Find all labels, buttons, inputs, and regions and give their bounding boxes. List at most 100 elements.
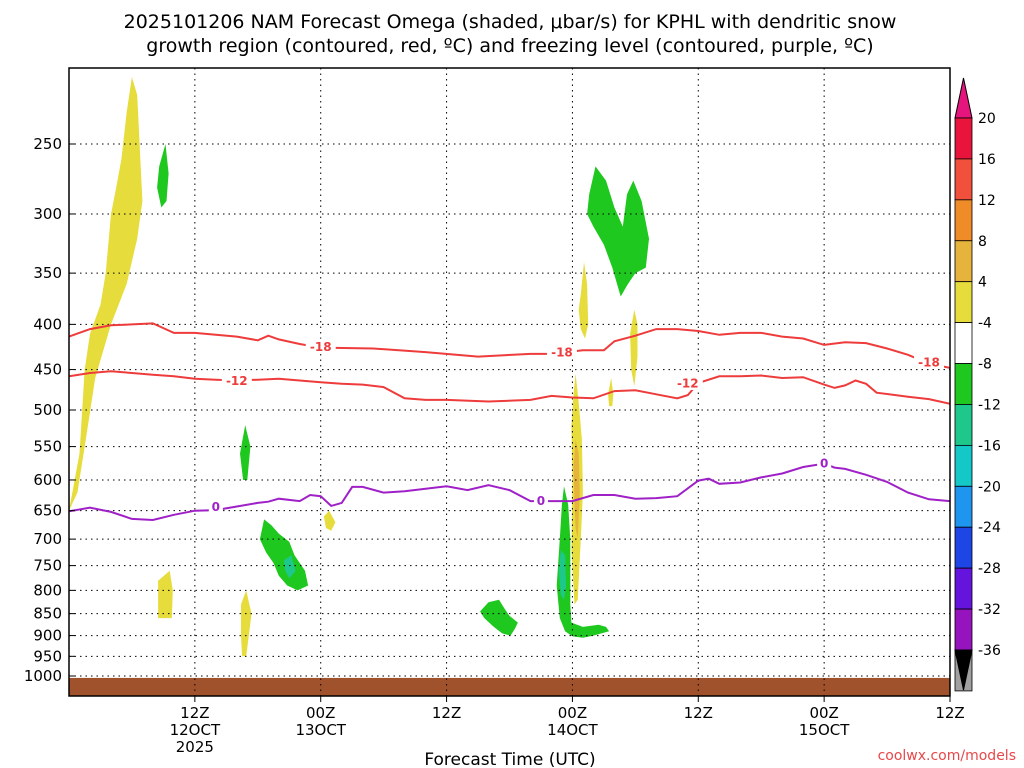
grid-lines xyxy=(69,68,950,696)
omega-region-16 xyxy=(630,309,638,387)
x-tick-label-18-2: 12OCT xyxy=(170,721,221,739)
x-axis-label: Forecast Time (UTC) xyxy=(424,750,595,768)
plot-frame xyxy=(68,67,951,697)
y-tick-label-850: 850 xyxy=(33,605,62,623)
credit-text: coolwx.com/models xyxy=(878,748,1016,764)
contour-label-bg-2-1 xyxy=(533,492,548,508)
x-tick-label-78-2: 15OCT xyxy=(799,721,850,739)
contour-label-bg-0-2 xyxy=(914,353,945,369)
x-tick-label-54-1: 00Z xyxy=(558,704,587,722)
x-tick-label-18-3: 2025 xyxy=(176,738,214,756)
colorbar-bin-7 xyxy=(954,404,973,446)
omega-shading xyxy=(69,77,649,657)
colorbar-label-4: 4 xyxy=(978,275,987,291)
colorbar-bin-6 xyxy=(954,363,973,405)
omega-region-14 xyxy=(587,166,649,297)
x-tick-label-90-1: 12Z xyxy=(935,704,964,722)
y-tick-label-900: 900 xyxy=(33,627,62,645)
colorbar-label-13: -36 xyxy=(978,643,1001,659)
y-tick-label-750: 750 xyxy=(33,557,62,575)
contour-label-bg-2-2 xyxy=(817,454,832,470)
colorbar-label-2: 12 xyxy=(978,193,996,209)
contour-label-0-1: -18 xyxy=(551,346,573,360)
omega-region-10 xyxy=(558,549,567,600)
omega-region-1 xyxy=(157,144,169,208)
ground-fill xyxy=(69,677,950,696)
colorbar-bin-2 xyxy=(954,199,973,242)
y-tick-label-400: 400 xyxy=(33,315,62,333)
colorbar-top-arrow xyxy=(954,77,973,119)
colorbar-bin-12 xyxy=(954,608,973,651)
colorbar-label-10: -24 xyxy=(978,520,1001,536)
colorbar-bin-4 xyxy=(954,281,973,324)
ground-surface xyxy=(69,677,950,696)
contour-label-0-0: -18 xyxy=(310,340,332,354)
colorbar-bottom-arrow xyxy=(954,649,973,691)
y-tick-label-350: 350 xyxy=(33,264,62,282)
y-tick-label-950: 950 xyxy=(33,647,62,665)
y-tick-label-650: 650 xyxy=(33,502,62,520)
y-tick-label-450: 450 xyxy=(33,361,62,379)
y-tick-label-700: 700 xyxy=(33,530,62,548)
contour-label-bg-0-0 xyxy=(305,338,336,354)
colorbar-label-11: -28 xyxy=(978,561,1001,577)
contour-line-0 xyxy=(69,322,950,369)
x-tick-label-54-2: 14OCT xyxy=(547,721,598,739)
chart-title-line2: growth region (contoured, red, ºC) and f… xyxy=(146,35,873,57)
y-tick-label-500: 500 xyxy=(33,401,62,419)
contour-label-2-0: 0 xyxy=(212,500,220,514)
colorbar: 20 16 12 8 4 -4 -8 -12 -16 -20 -24 -28 -32 -36 xyxy=(954,77,1001,692)
y-tick-label-1000: 1000 xyxy=(24,667,62,685)
colorbar-label-5: -4 xyxy=(978,316,992,332)
colorbar-label-7: -12 xyxy=(978,397,1001,413)
omega-region-2 xyxy=(158,570,173,619)
contour-label-2-2: 0 xyxy=(820,456,828,470)
colorbar-bin-0 xyxy=(954,117,973,160)
omega-region-12 xyxy=(573,439,580,540)
omega-region-7 xyxy=(323,510,336,531)
omega-region-6 xyxy=(284,555,296,579)
colorbar-bin-5 xyxy=(954,322,973,364)
contour-label-1-0: -12 xyxy=(226,374,248,388)
colorbar-label-1: 16 xyxy=(978,152,996,168)
y-tick-label-800: 800 xyxy=(33,581,62,599)
colorbar-bin-1 xyxy=(954,158,973,201)
omega-region-4 xyxy=(240,425,251,480)
colorbar-label-8: -16 xyxy=(978,438,1001,454)
omega-region-0 xyxy=(69,77,143,511)
chart-title-line1: 2025101206 NAM Forecast Omega (shaded, μ… xyxy=(124,11,897,33)
colorbar-bin-9 xyxy=(954,485,973,528)
x-tick-label-18-1: 12Z xyxy=(180,704,209,722)
x-tick-label-30-1: 00Z xyxy=(306,704,335,722)
omega-region-13 xyxy=(578,262,589,339)
contour-line-1 xyxy=(69,370,950,405)
y-tick-label-550: 550 xyxy=(33,438,62,456)
contour-label-bg-0-1 xyxy=(546,344,577,360)
colorbar-label-6: -8 xyxy=(978,357,992,373)
x-tick-label-78-1: 00Z xyxy=(809,704,838,722)
x-tick-label-66-1: 12Z xyxy=(684,704,713,722)
colorbar-label-0: 20 xyxy=(978,111,996,127)
colorbar-bin-8 xyxy=(954,444,973,487)
y-tick-label-300: 300 xyxy=(33,205,62,223)
contour-label-bg-1-1 xyxy=(672,374,703,390)
colorbar-bin-3 xyxy=(954,240,973,283)
contour-line-2 xyxy=(69,462,950,522)
colorbar-label-9: -20 xyxy=(978,479,1001,495)
contour-label-bg-2-0 xyxy=(208,498,223,514)
contour-label-1-1: -12 xyxy=(677,376,699,390)
y-tick-label-600: 600 xyxy=(33,471,62,489)
contour-label-2-1: 0 xyxy=(537,494,545,508)
contour-lines: -18 -18 -18 -12 -12 0 0 0 xyxy=(69,322,950,522)
colorbar-label-12: -32 xyxy=(978,602,1001,618)
omega-region-5 xyxy=(259,519,309,591)
contour-label-bg-1-0 xyxy=(221,372,252,388)
colorbar-bin-10 xyxy=(954,526,973,569)
y-axis: 250 300 350 400 450 500 550 600 650 700 750 800 850 9… xyxy=(24,135,75,685)
x-tick-label-30-2: 13OCT xyxy=(295,721,346,739)
omega-region-3 xyxy=(241,590,252,657)
omega-region-8 xyxy=(480,599,518,636)
y-tick-label-250: 250 xyxy=(33,135,62,153)
